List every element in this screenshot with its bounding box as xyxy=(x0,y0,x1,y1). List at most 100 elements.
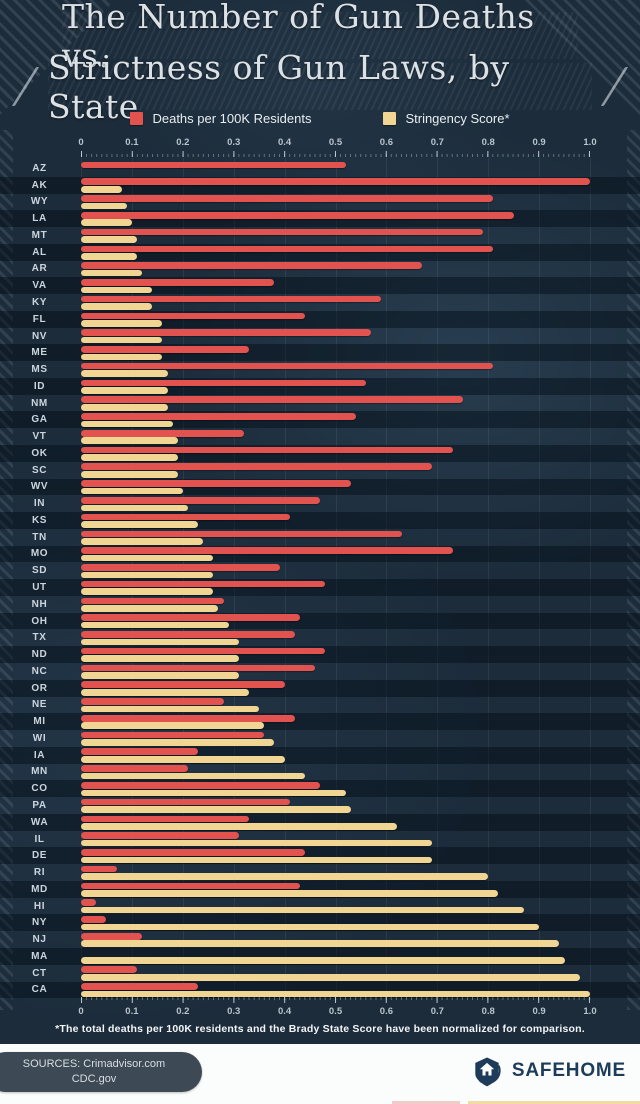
title-line-2: Strictness of Gun Laws, by State xyxy=(11,48,629,126)
stringency-bar-id xyxy=(81,387,168,394)
bars-nh xyxy=(81,596,590,613)
deaths-bar-ks xyxy=(81,513,290,521)
deaths-bar-ms xyxy=(81,362,494,370)
edge-stripes-right xyxy=(627,130,640,1010)
state-row-tx: TX xyxy=(0,629,640,646)
state-label-md: MD xyxy=(31,883,48,895)
deaths-bar-co xyxy=(81,782,321,789)
bars-me xyxy=(81,344,590,361)
deaths-bar-ny xyxy=(81,916,107,923)
safehome-shield-icon xyxy=(475,1057,501,1087)
deaths-bar-fl xyxy=(81,312,305,320)
deaths-bar-mo xyxy=(81,547,453,554)
stringency-bar-mt xyxy=(81,236,137,243)
state-label-mt: MT xyxy=(31,229,48,241)
stringency-bar-ut xyxy=(81,588,214,595)
footnote: *The total deaths per 100K residents and… xyxy=(55,1023,585,1035)
sources-line-2: CDC.gov xyxy=(71,1073,117,1085)
deaths-bar-nc xyxy=(81,664,316,672)
state-label-ny: NY xyxy=(31,917,48,929)
state-label-ms: MS xyxy=(31,364,48,376)
bars-oh xyxy=(81,613,590,630)
state-label-nd: ND xyxy=(31,649,48,661)
bars-md xyxy=(81,881,590,898)
stringency-bar-ms xyxy=(81,370,168,377)
bars-ny xyxy=(81,914,590,931)
deaths-bar-md xyxy=(81,882,300,890)
state-label-hi: HI xyxy=(33,900,46,912)
stringency-bar-in xyxy=(81,504,188,512)
legend-item-stringency: Stringency Score* xyxy=(383,111,510,126)
state-label-ri: RI xyxy=(33,867,46,879)
state-row-tn: TN xyxy=(0,529,640,546)
chart-background: The Number of Gun Deaths vs. Strictness … xyxy=(0,0,640,1044)
state-row-pa: PA xyxy=(0,797,640,814)
bottom-red-sliver xyxy=(392,1101,460,1104)
deaths-bar-wv xyxy=(81,480,351,487)
stringency-bar-vt xyxy=(81,437,178,445)
stringency-bar-fl xyxy=(81,320,163,327)
gridline-0.2 xyxy=(182,158,184,1000)
state-label-la: LA xyxy=(32,213,47,225)
state-label-nj: NJ xyxy=(32,934,47,946)
gridline-0.6 xyxy=(386,158,388,1000)
x-tick-label-0.7: 0.7 xyxy=(430,137,444,148)
state-row-vt: VT xyxy=(0,428,640,445)
deaths-bar-ga xyxy=(81,413,356,420)
state-row-ia: IA xyxy=(0,746,640,764)
deaths-bar-ar xyxy=(81,262,423,269)
bars-wy xyxy=(81,194,590,211)
stringency-bar-sd xyxy=(81,571,214,579)
bars-ok xyxy=(81,445,590,462)
bars-id xyxy=(81,378,590,395)
stringency-bar-va xyxy=(81,286,153,294)
x-tick-label-0.6: 0.6 xyxy=(379,1006,393,1017)
deaths-bar-ut xyxy=(81,580,326,588)
x-tick-label-0.4: 0.4 xyxy=(277,137,292,148)
bars-de xyxy=(81,847,590,864)
state-label-de: DE xyxy=(31,850,48,862)
stringency-bar-nc xyxy=(81,672,239,679)
state-row-mn: MN xyxy=(0,764,640,781)
state-row-ca: CA xyxy=(0,981,640,999)
state-row-fl: FL xyxy=(0,310,640,328)
gridline-0.3 xyxy=(233,158,235,1000)
bottom-yellow-sliver xyxy=(468,1101,640,1104)
bars-mo xyxy=(81,546,590,563)
x-tick-label-0.2: 0.2 xyxy=(176,1006,190,1017)
deaths-bar-hi xyxy=(81,899,97,906)
stringency-bar-me xyxy=(81,353,163,361)
stringency-bar-ok xyxy=(81,454,178,461)
deaths-bar-id xyxy=(81,379,367,387)
x-tick-label-0.1: 0.1 xyxy=(125,137,139,148)
sources-pill: SOURCES: Crimadvisor.com CDC.gov xyxy=(0,1052,202,1092)
state-row-va: VA xyxy=(0,277,640,295)
deaths-bar-nd xyxy=(81,647,326,655)
legend-item-deaths: Deaths per 100K Residents xyxy=(130,111,311,126)
state-label-nh: NH xyxy=(31,598,48,610)
state-label-ky: KY xyxy=(31,297,48,308)
state-label-tn: TN xyxy=(32,531,47,543)
state-row-ny: NY xyxy=(0,914,640,932)
state-row-ar: AR xyxy=(0,261,640,278)
state-label-al: AL xyxy=(32,246,47,258)
bars-az xyxy=(81,160,590,177)
stringency-bar-tx xyxy=(81,638,239,646)
bars-tn xyxy=(81,529,590,546)
stringency-bar-md xyxy=(81,890,499,897)
x-tick-label-0.9: 0.9 xyxy=(532,1006,546,1017)
state-label-ca: CA xyxy=(31,984,48,996)
title-text-2: Strictness of Gun Laws, by State xyxy=(48,47,510,126)
gridline-0 xyxy=(81,158,82,1000)
bars-al xyxy=(81,244,590,261)
stringency-bar-wy xyxy=(81,202,127,210)
deaths-bar-ok xyxy=(81,446,453,454)
deaths-bar-wi xyxy=(81,731,265,739)
state-label-fl: FL xyxy=(32,313,47,325)
edge-stripes-left xyxy=(0,130,13,1010)
state-label-ut: UT xyxy=(32,582,47,594)
deaths-bar-ia xyxy=(81,748,199,756)
state-row-nm: NM xyxy=(0,395,640,412)
x-tick-label-0.8: 0.8 xyxy=(481,137,495,148)
x-tick-label-0.9: 0.9 xyxy=(532,137,546,148)
